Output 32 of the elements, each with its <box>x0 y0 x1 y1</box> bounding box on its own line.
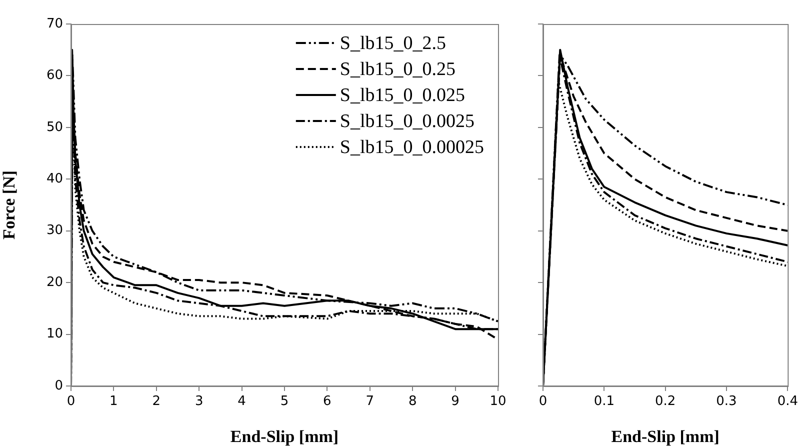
y-tick-label: 60 <box>46 68 63 84</box>
legend-label: S_lb15_0_0.025 <box>340 84 466 106</box>
x-tick-label: 0.3 <box>716 394 737 410</box>
x-tick-label: 6 <box>323 394 332 410</box>
legend-label: S_lb15_0_2.5 <box>340 32 446 54</box>
x-tick-label: 5 <box>280 394 289 410</box>
legend-label: S_lb15_0_0.0025 <box>340 110 475 132</box>
x-tick-label: 8 <box>408 394 417 410</box>
y-tick-label: 10 <box>46 326 63 342</box>
x-tick-label: 0.1 <box>594 394 615 410</box>
y-axis-title: Force [N] <box>0 170 19 240</box>
legend-label: S_lb15_0_0.25 <box>340 58 456 80</box>
x-tick-label: 1 <box>110 394 118 410</box>
x-tick-label: 7 <box>366 394 374 410</box>
x-tick-label: 0.4 <box>777 394 798 410</box>
x-tick-label: 10 <box>490 394 506 410</box>
legend-label: S_lb15_0_0.00025 <box>340 136 484 158</box>
y-tick-label: 30 <box>46 223 63 238</box>
x-axis-title: End-Slip [mm] <box>230 427 339 446</box>
y-tick-label: 0 <box>54 378 63 394</box>
x-tick-label: 2 <box>152 394 161 410</box>
x-tick-label: 9 <box>451 394 460 410</box>
y-tick-label: 50 <box>46 120 63 135</box>
y-tick-label: 20 <box>46 274 63 290</box>
y-tick-label: 70 <box>46 16 63 32</box>
x-tick-label: 0 <box>66 394 76 410</box>
y-tick-label: 40 <box>46 172 63 187</box>
x-axis-title: End-Slip [mm] <box>611 427 720 446</box>
x-tick-label: 0.2 <box>654 394 676 410</box>
x-tick-label: 3 <box>194 394 204 410</box>
x-tick-label: 0 <box>538 394 548 410</box>
x-tick-label: 4 <box>238 394 246 410</box>
